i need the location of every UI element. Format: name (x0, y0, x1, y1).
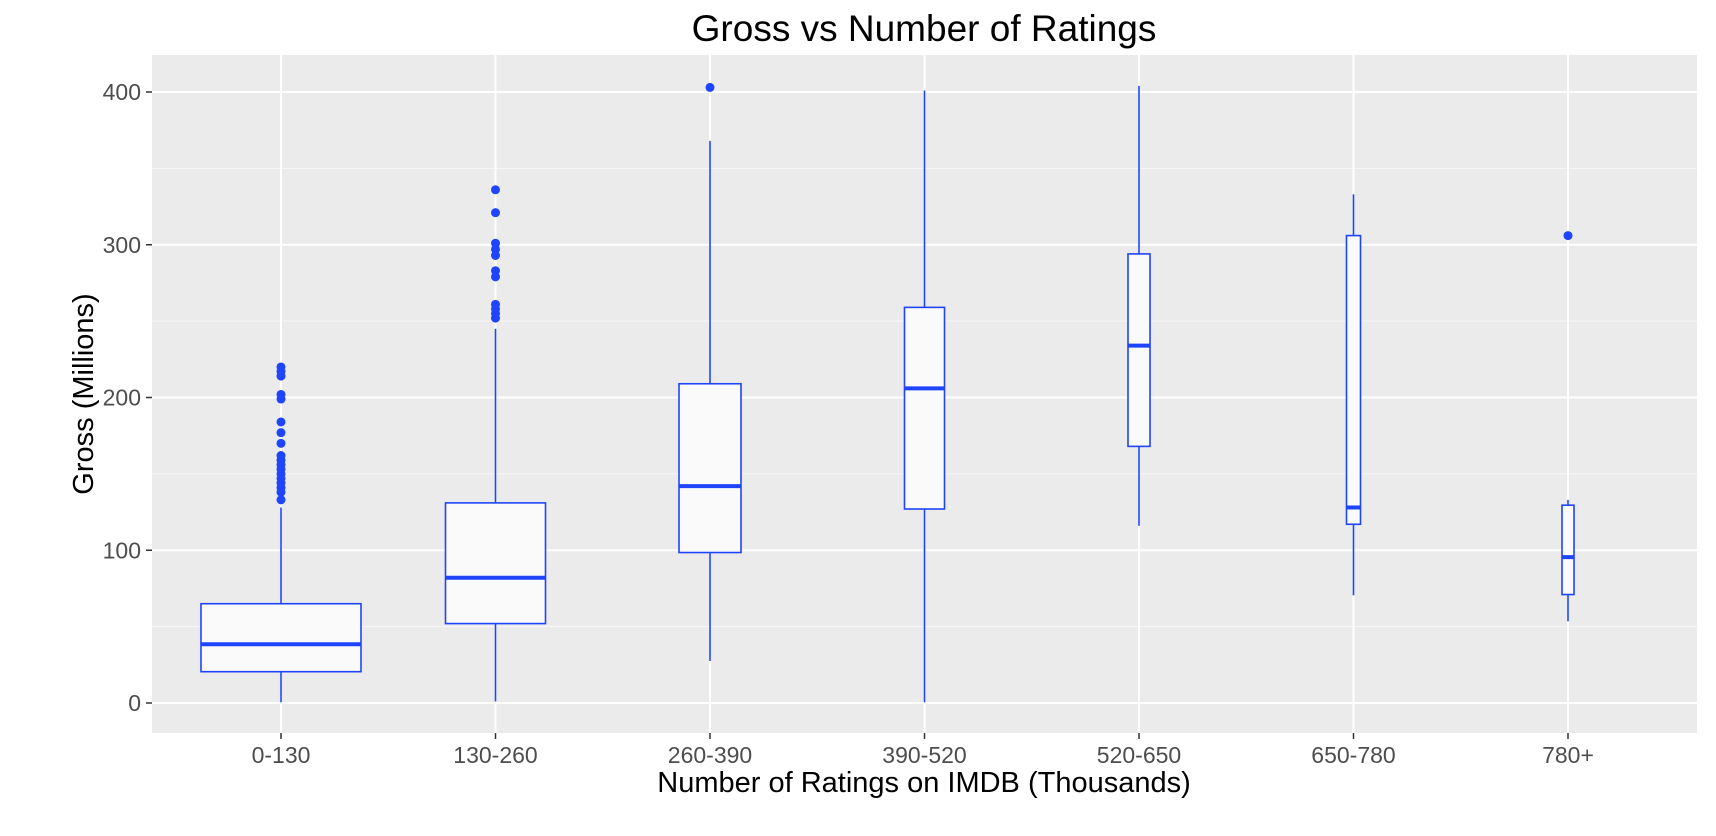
x-axis-title: Number of Ratings on IMDB (Thousands) (657, 767, 1191, 799)
x-tick-label: 650-780 (1311, 742, 1395, 768)
y-tick-label: 200 (103, 385, 141, 411)
chart-title: Gross vs Number of Ratings (692, 8, 1157, 49)
x-tick-label: 0-130 (252, 742, 311, 768)
outlier-point (276, 362, 286, 372)
outlier-point (491, 208, 500, 218)
outlier-point (276, 428, 286, 438)
x-tick-label: 260-390 (668, 742, 752, 768)
boxes-layer (200, 82, 1575, 703)
iqr-box (1127, 253, 1151, 448)
outlier-point (276, 495, 286, 505)
y-axis-ticks: 0 100 200 300 400 (103, 79, 152, 716)
y-tick-label: 100 (103, 537, 141, 563)
outlier-point (491, 238, 500, 248)
x-axis-ticks: 0-130 130-260 260-390 390-520 520-650 650-780… (252, 733, 1594, 768)
outlier-point (491, 299, 500, 309)
box-260-390 (678, 82, 742, 661)
iqr-box (1561, 504, 1575, 596)
outlier-point (276, 389, 286, 399)
iqr-box (200, 602, 362, 673)
outlier-point (491, 185, 500, 195)
x-tick-label: 390-520 (882, 742, 966, 768)
x-tick-label: 780+ (1542, 742, 1594, 768)
outlier-point (491, 266, 500, 276)
x-tick-label: 130-260 (453, 742, 537, 768)
outlier-point (1563, 231, 1573, 241)
y-tick-label: 400 (103, 79, 141, 105)
outlier-point (276, 417, 286, 427)
outlier-point (276, 438, 286, 448)
outlier-point (276, 451, 286, 461)
box-520-650 (1127, 85, 1151, 526)
iqr-box (903, 306, 946, 510)
outlier-point (705, 82, 715, 92)
iqr-box (444, 502, 547, 625)
box-780+ (1561, 231, 1575, 622)
y-tick-label: 0 (128, 690, 141, 716)
iqr-box (1345, 234, 1362, 526)
box-0-130 (200, 362, 362, 703)
iqr-box (678, 382, 742, 554)
box-130-260 (444, 185, 547, 702)
y-axis-title: Gross (Millions) (68, 293, 100, 494)
x-tick-label: 520-650 (1097, 742, 1181, 768)
box-390-520 (903, 90, 946, 703)
y-tick-label: 300 (103, 232, 141, 258)
box-650-780 (1345, 194, 1362, 596)
